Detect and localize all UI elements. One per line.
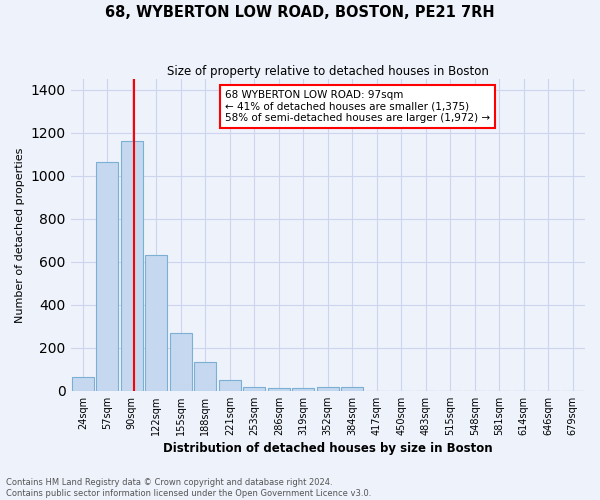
Bar xyxy=(243,387,265,391)
Bar xyxy=(194,362,217,391)
Bar xyxy=(96,162,118,391)
Bar xyxy=(72,377,94,391)
Bar xyxy=(341,386,363,391)
Title: Size of property relative to detached houses in Boston: Size of property relative to detached ho… xyxy=(167,65,489,78)
Text: Contains HM Land Registry data © Crown copyright and database right 2024.
Contai: Contains HM Land Registry data © Crown c… xyxy=(6,478,371,498)
Bar xyxy=(219,380,241,391)
Bar xyxy=(317,386,339,391)
Y-axis label: Number of detached properties: Number of detached properties xyxy=(15,148,25,322)
Bar xyxy=(268,388,290,391)
Text: 68 WYBERTON LOW ROAD: 97sqm
← 41% of detached houses are smaller (1,375)
58% of : 68 WYBERTON LOW ROAD: 97sqm ← 41% of det… xyxy=(225,90,490,124)
Bar xyxy=(145,256,167,391)
Bar xyxy=(170,333,192,391)
Bar xyxy=(292,388,314,391)
X-axis label: Distribution of detached houses by size in Boston: Distribution of detached houses by size … xyxy=(163,442,493,455)
Text: 68, WYBERTON LOW ROAD, BOSTON, PE21 7RH: 68, WYBERTON LOW ROAD, BOSTON, PE21 7RH xyxy=(105,5,495,20)
Bar xyxy=(121,142,143,391)
